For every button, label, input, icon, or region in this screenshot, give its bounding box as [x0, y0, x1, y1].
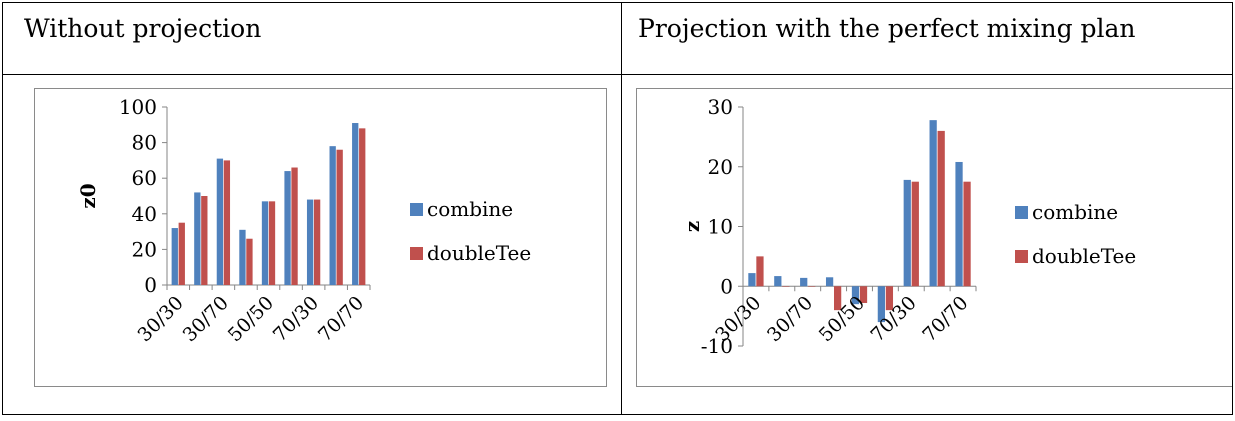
bar-doubleTee: [246, 238, 253, 285]
bar-doubleTee: [313, 199, 321, 285]
x-tick-label: 50/50: [224, 292, 278, 346]
y-tick-label: 0: [720, 274, 733, 298]
legend-swatch-doubleTee: [410, 247, 423, 260]
bar-doubleTee: [833, 286, 842, 311]
bar-combine: [800, 277, 808, 287]
bar-combine: [306, 199, 314, 285]
x-tick-label: 30/30: [134, 292, 188, 346]
y-axis-title: z: [680, 221, 704, 232]
bar-combine: [851, 286, 860, 305]
legend-label-doubleTee: doubleTee: [1032, 244, 1136, 268]
bar-doubleTee: [336, 149, 343, 285]
bar-combine: [748, 273, 756, 287]
bar-doubleTee: [859, 286, 868, 303]
bar-doubleTee: [885, 286, 894, 311]
x-tick-label: 30/30: [711, 292, 765, 346]
bar-doubleTee: [201, 196, 208, 285]
y-tick-label: 20: [132, 237, 157, 261]
bar-doubleTee: [223, 160, 231, 285]
bar-doubleTee: [178, 222, 185, 285]
right-cell-title: Projection with the perfect mixing plan: [638, 14, 1136, 43]
x-tick-label: 30/70: [763, 292, 817, 346]
bar-combine: [216, 158, 224, 285]
bar-combine: [352, 123, 359, 285]
table-frame: [2, 2, 1233, 415]
y-tick-label: 10: [708, 215, 733, 239]
y-axis-title: z0: [76, 183, 100, 208]
chart-with-projection: -10 0 10 20 30 z 30/30 30/70 50/50 70/30 70/70 comb…: [636, 88, 1232, 387]
bar-doubleTee: [963, 181, 971, 287]
legend-label-combine: combine: [1032, 200, 1118, 224]
table-row-divider: [2, 74, 1233, 75]
legend-label-combine: combine: [427, 197, 513, 221]
bar-doubleTee: [291, 167, 298, 285]
bar-doubleTee: [782, 286, 790, 287]
bar-combine: [261, 201, 269, 285]
y-tick-label: -10: [701, 334, 733, 358]
x-tick-label: 70/70: [918, 292, 972, 346]
bar-combine: [774, 276, 782, 287]
bar-doubleTee: [937, 130, 945, 287]
chart-without-projection: 0 20 40 60 80 100 z0 30/30 30/70 50/50 70/30 70/70 c…: [34, 88, 607, 387]
bar-combine: [194, 192, 201, 285]
legend-swatch-combine: [410, 203, 423, 216]
y-tick-label: 20: [708, 155, 733, 179]
bar-combine: [825, 277, 834, 287]
bar-combine: [903, 179, 911, 287]
left-cell-title: Without projection: [24, 14, 262, 43]
bar-combine: [929, 120, 937, 287]
x-tick-label: 70/30: [867, 292, 921, 346]
x-tick-label: 70/30: [269, 292, 323, 346]
legend-swatch-combine: [1015, 206, 1028, 219]
bar-combine: [239, 229, 246, 285]
bar-combine: [955, 161, 963, 287]
legend-swatch-doubleTee: [1015, 250, 1028, 263]
bar-combine: [284, 171, 291, 285]
y-tick-label: 30: [708, 95, 733, 119]
bar-combine: [877, 286, 886, 323]
bar-doubleTee: [808, 286, 816, 287]
bar-doubleTee: [756, 256, 764, 287]
bar-doubleTee: [268, 201, 276, 285]
bar-doubleTee: [359, 128, 366, 285]
bar-combine: [329, 146, 336, 285]
x-tick-label: 50/50: [815, 292, 869, 346]
x-tick-label: 30/70: [179, 292, 233, 346]
bar-doubleTee: [911, 181, 919, 287]
legend-label-doubleTee: doubleTee: [427, 241, 531, 265]
y-tick-label: 100: [119, 95, 157, 119]
table-column-divider: [621, 2, 622, 415]
y-tick-label: 60: [132, 166, 157, 190]
y-tick-label: 0: [144, 273, 157, 297]
y-tick-label: 80: [132, 131, 157, 155]
x-tick-label: 70/70: [314, 292, 368, 346]
bar-combine: [171, 228, 178, 285]
y-tick-label: 40: [132, 202, 157, 226]
